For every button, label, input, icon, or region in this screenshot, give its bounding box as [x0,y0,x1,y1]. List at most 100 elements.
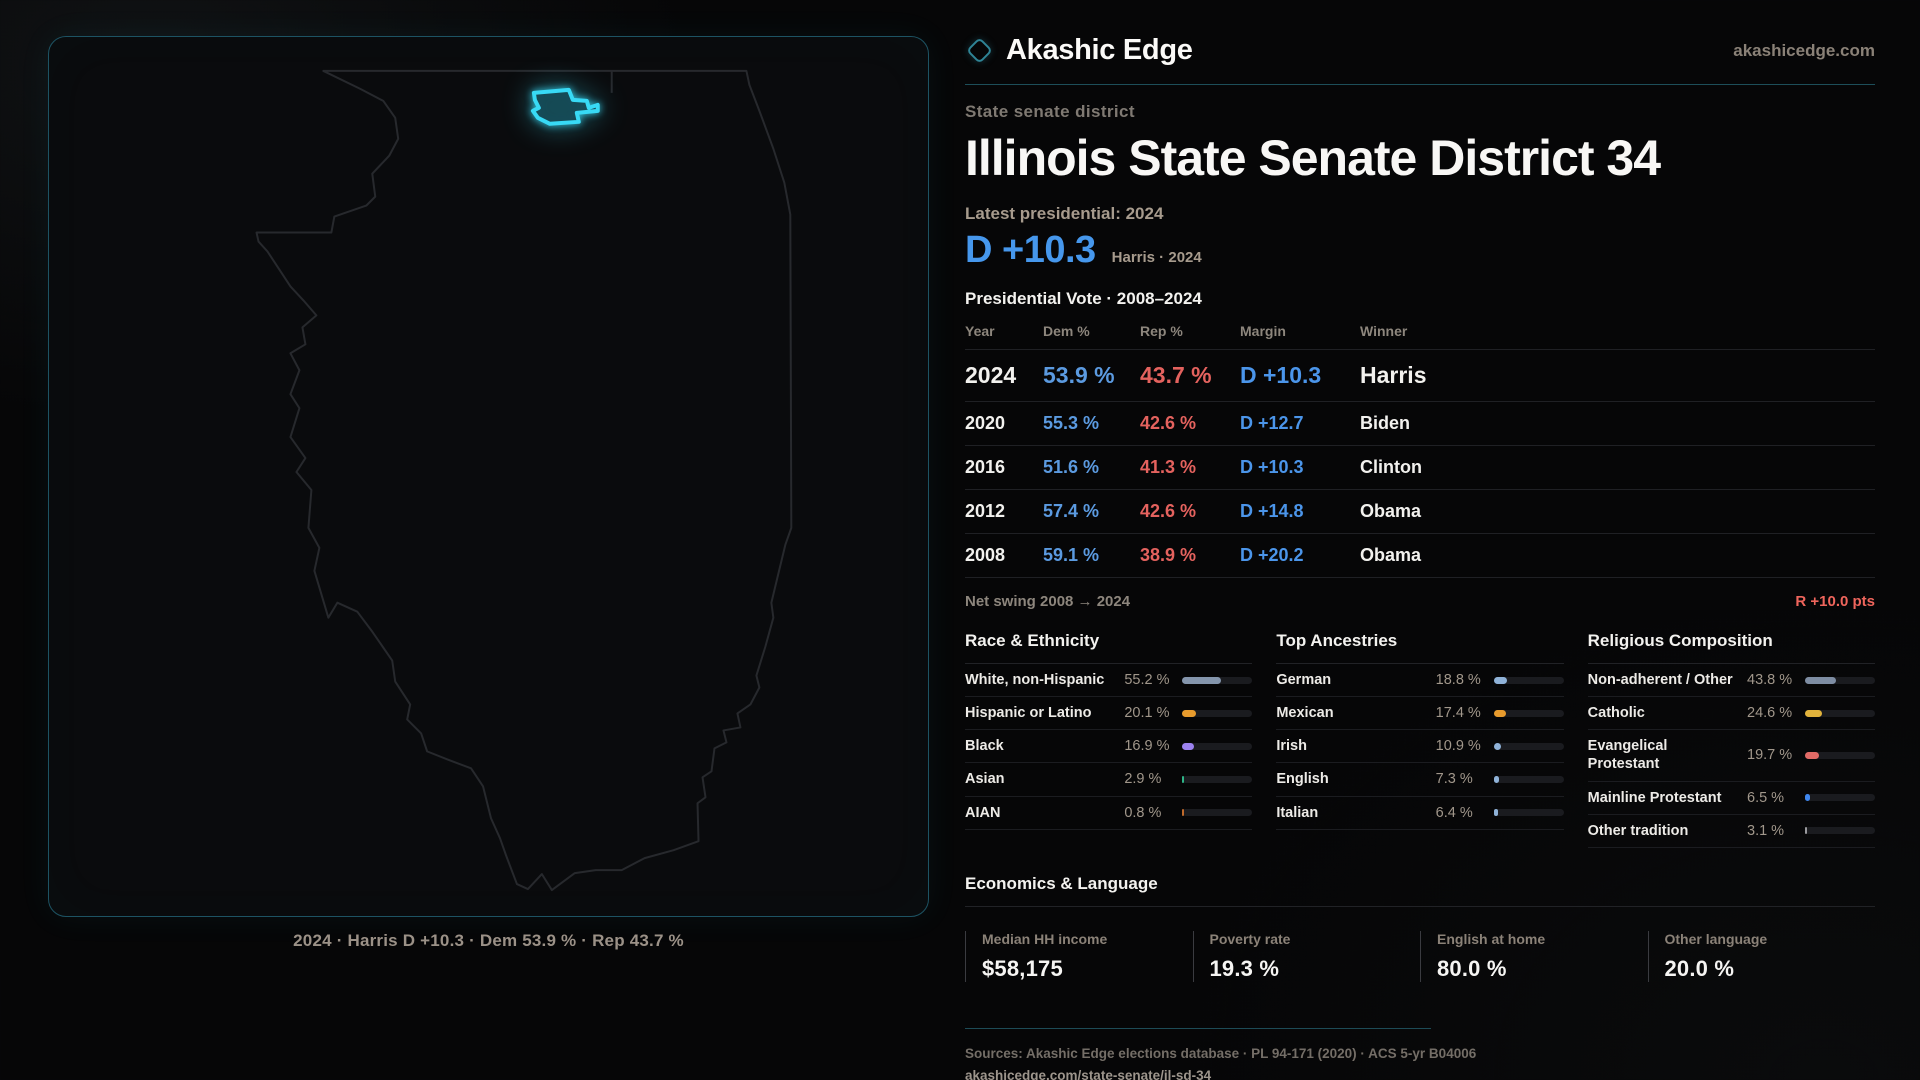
section-religious-composition: Religious Composition Non-adherent / Oth… [1587,631,1875,848]
illinois-map [255,69,793,892]
demo-value: 43.8 % [1747,672,1793,689]
col-header-year: Year [965,323,995,339]
table-row: 2012 57.4 % 42.6 % D +14.8 Obama [965,489,1875,533]
demo-label: Non-adherent / Other [1587,672,1733,688]
list-item: Evangelical Protestant 19.7 % [1587,730,1875,782]
col-header-dem: Dem % [1043,323,1090,339]
demo-label: Mainline Protestant [1587,789,1722,806]
demo-value: 0.8 % [1124,804,1162,821]
demo-bar-fill [1493,676,1507,684]
cell-dem: 59.1 % [1043,545,1100,565]
diamond-icon [966,37,993,64]
demo-label: Irish [1276,738,1307,755]
list-item: Black 16.9 % [965,730,1253,764]
demo-bar [1493,709,1564,717]
demo-bar-fill [1182,676,1221,684]
col-header-margin: Margin [1240,323,1286,339]
cell-dem: 51.6 % [1043,457,1100,477]
table-row: 2020 55.3 % 42.6 % D +12.7 Biden [965,401,1875,445]
demo-value: 2.9 % [1124,771,1162,788]
footer-url-link[interactable]: akashicedge.com/state-senate/il-sd-34 [965,1067,1212,1080]
cell-margin: D +20.2 [1240,545,1304,565]
demo-label: Hispanic or Latino [965,705,1092,722]
presidential-vote-table: Year Dem % Rep % Margin Winner 2024 53.9… [965,317,1875,578]
demo-bar [1493,775,1564,783]
vote-table-title: Presidential Vote · 2008–2024 [965,289,1202,308]
demo-value: 7.3 % [1435,771,1473,788]
eyebrow-label: State senate district [965,102,1135,121]
demo-value: 10.9 % [1435,738,1481,755]
stat-median-hh-income: Median HH income $58,175 [965,930,1193,982]
stat-english-at-home: English at home 80.0 % [1420,930,1648,982]
list-item: Hispanic or Latino 20.1 % [965,697,1253,731]
list-item: English 7.3 % [1276,763,1564,797]
cell-margin: D +10.3 [1240,362,1322,388]
list-item: AIAN 0.8 % [965,797,1253,830]
demo-bar [1805,709,1875,717]
demo-bar [1182,809,1253,817]
stat-label: English at home [1437,930,1546,947]
footer: Sources: Akashic Edge elections database… [965,1027,1875,1080]
list-item: White, non-Hispanic 55.2 % [965,664,1253,698]
section-top-ancestries: Top Ancestries German 18.8 % Mexican 17.… [1276,631,1564,848]
demo-label: Mexican [1276,705,1334,722]
col-header-winner: Winner [1360,323,1408,339]
demo-bar [1182,775,1253,783]
headline-margin: D +10.3 [965,229,1096,271]
stat-label: Median HH income [982,930,1108,947]
demo-bar [1182,676,1253,684]
net-swing-label: Net swing 2008 → 2024 [965,593,1131,610]
demo-bar [1493,742,1564,750]
demo-label: Catholic [1587,705,1645,722]
page-title: Illinois State Senate District 34 [965,130,1661,186]
cell-rep: 42.6 % [1140,413,1197,433]
latest-presidential-label: Latest presidential: 2024 [965,204,1164,223]
demo-bar-fill [1493,742,1502,750]
demo-bar-fill [1805,709,1823,717]
demo-bar [1182,709,1253,717]
cell-margin: D +10.3 [1240,457,1304,477]
demo-bar-fill [1182,775,1185,783]
headline-margin-row: D +10.3 Harris · 2024 [965,229,1875,272]
cell-year: 2020 [965,413,1006,433]
cell-winner: Clinton [1360,457,1422,477]
demo-value: 16.9 % [1124,738,1170,755]
demo-value: 20.1 % [1124,705,1170,722]
section-title: Race & Ethnicity [965,631,1253,664]
demo-bar-fill [1182,742,1195,750]
demo-label: Asian [965,771,1005,788]
net-swing-value: R +10.0 pts [1795,593,1875,610]
demo-value: 24.6 % [1747,705,1793,722]
brand-domain-link[interactable]: akashicedge.com [1733,40,1875,60]
cell-rep: 43.7 % [1140,362,1212,388]
list-item: Mainline Protestant 6.5 % [1587,782,1875,815]
economics-title: Economics & Language [965,874,1875,907]
demo-value: 6.4 % [1435,804,1473,821]
section-race-ethnicity: Race & Ethnicity White, non-Hispanic 55.… [965,631,1253,848]
net-swing-row: Net swing 2008 → 2024 R +10.0 pts [965,578,1875,610]
demo-label: German [1276,672,1332,688]
cell-winner: Harris [1360,362,1427,388]
demo-bar [1493,809,1564,817]
cell-rep: 42.6 % [1140,501,1197,521]
cell-dem: 53.9 % [1043,362,1115,388]
demo-value: 6.5 % [1747,789,1785,806]
demo-bar-fill [1182,709,1197,717]
demo-value: 55.2 % [1124,672,1170,689]
demo-bar-fill [1805,676,1836,684]
demo-value: 3.1 % [1747,822,1785,839]
demo-bar [1805,676,1875,684]
demo-bar-fill [1805,827,1808,835]
demo-bar [1805,794,1875,802]
section-title: Religious Composition [1587,631,1875,664]
district-34-shape[interactable] [530,87,600,126]
cell-margin: D +14.8 [1240,501,1304,521]
col-header-rep: Rep % [1140,323,1183,339]
footer-sources: Sources: Akashic Edge elections database… [965,1045,1477,1061]
cell-margin: D +12.7 [1240,413,1304,433]
cell-rep: 41.3 % [1140,457,1197,477]
demo-bar [1182,742,1253,750]
stat-label: Other language [1664,930,1768,947]
stat-label: Poverty rate [1209,930,1291,947]
